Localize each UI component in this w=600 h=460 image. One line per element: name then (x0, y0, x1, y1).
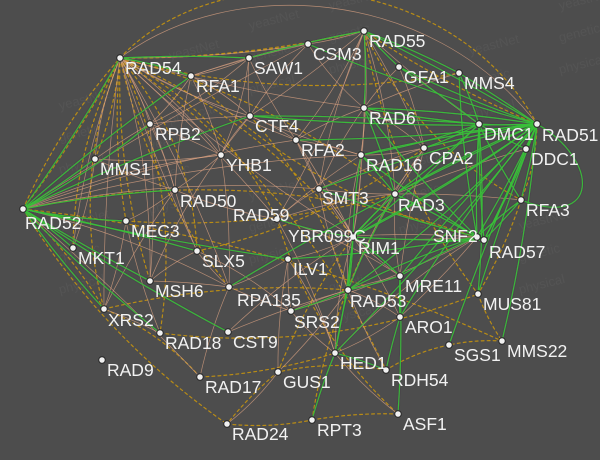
svg-text:RAD55: RAD55 (369, 31, 425, 51)
svg-text:DDC1: DDC1 (531, 149, 579, 169)
svg-text:GUS1: GUS1 (283, 372, 331, 392)
svg-text:HED1: HED1 (340, 353, 387, 373)
svg-text:SRS2: SRS2 (294, 312, 340, 332)
svg-text:yeastNet: yeastNet (467, 31, 521, 58)
svg-text:MEC3: MEC3 (131, 221, 180, 241)
svg-text:ASF1: ASF1 (403, 414, 447, 434)
svg-text:CTF4: CTF4 (255, 116, 299, 136)
svg-text:yeastNet: yeastNet (327, 0, 381, 13)
svg-text:genetic: genetic (557, 20, 600, 45)
svg-text:physical: physical (557, 51, 600, 77)
svg-text:RAD3: RAD3 (398, 195, 445, 215)
svg-text:MKT1: MKT1 (78, 248, 125, 268)
svg-text:MRE11: MRE11 (405, 276, 462, 296)
svg-text:RAD57: RAD57 (489, 242, 545, 262)
svg-text:RFA3: RFA3 (526, 200, 570, 220)
svg-text:RAD54: RAD54 (125, 58, 182, 78)
svg-text:SLX5: SLX5 (202, 251, 245, 271)
svg-text:RAD52: RAD52 (25, 213, 81, 233)
svg-text:yeastNet: yeastNet (247, 6, 301, 33)
svg-text:RAD18: RAD18 (165, 333, 221, 353)
svg-text:RAD53: RAD53 (350, 291, 406, 311)
svg-text:RAD17: RAD17 (205, 377, 261, 397)
svg-text:SNF2: SNF2 (433, 226, 478, 246)
svg-text:RPT3: RPT3 (317, 420, 362, 440)
svg-text:DMC1: DMC1 (484, 124, 534, 144)
svg-text:RAD59: RAD59 (233, 205, 289, 225)
svg-text:yeastNet: yeastNet (557, 0, 600, 13)
svg-text:RAD6: RAD6 (369, 108, 416, 128)
svg-text:RPA135: RPA135 (237, 290, 301, 310)
svg-text:CPA2: CPA2 (429, 148, 473, 168)
svg-text:CSM3: CSM3 (313, 44, 362, 64)
svg-text:RIM1: RIM1 (358, 238, 400, 258)
svg-text:GFA1: GFA1 (404, 67, 449, 87)
svg-text:RAD9: RAD9 (107, 360, 154, 380)
svg-text:RPB2: RPB2 (155, 124, 201, 144)
svg-text:ARO1: ARO1 (405, 317, 453, 337)
svg-text:MMS1: MMS1 (100, 159, 151, 179)
svg-text:RAD16: RAD16 (366, 155, 422, 175)
svg-text:SAW1: SAW1 (254, 58, 303, 78)
svg-text:RDH54: RDH54 (391, 370, 449, 390)
svg-text:SGS1: SGS1 (454, 345, 501, 365)
svg-text:RAD51: RAD51 (542, 125, 598, 145)
svg-text:YHB1: YHB1 (226, 155, 272, 175)
svg-text:MMS4: MMS4 (464, 73, 515, 93)
svg-text:ILV1: ILV1 (293, 259, 328, 279)
svg-text:MSH6: MSH6 (155, 281, 204, 301)
svg-text:CST9: CST9 (233, 332, 278, 352)
svg-text:MUS81: MUS81 (483, 294, 541, 314)
svg-text:YBR099C: YBR099C (288, 226, 366, 246)
svg-text:RFA2: RFA2 (301, 140, 345, 160)
svg-text:yeastNet: yeastNet (247, 176, 301, 203)
svg-text:XRS2: XRS2 (108, 310, 154, 330)
svg-text:RAD24: RAD24 (232, 424, 289, 444)
svg-text:RAD50: RAD50 (180, 191, 237, 211)
svg-text:MMS22: MMS22 (507, 341, 567, 361)
svg-text:SMT3: SMT3 (322, 188, 369, 208)
svg-text:RFA1: RFA1 (196, 76, 240, 96)
